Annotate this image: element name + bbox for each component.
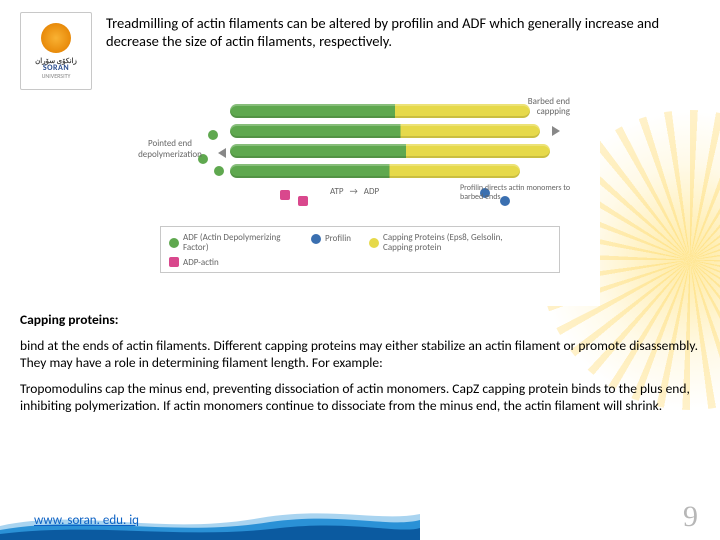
label-capping: cappping bbox=[537, 106, 570, 117]
legend-label-adp: ADP-actin bbox=[183, 257, 219, 268]
label-pointed: Pointed end depolymerization bbox=[120, 138, 220, 160]
footer: www. soran. edu. iq 9 bbox=[0, 502, 720, 540]
arrow-right-icon bbox=[552, 126, 560, 136]
label-pointed-l1: Pointed end bbox=[120, 138, 220, 149]
adf-dot-icon bbox=[214, 166, 224, 176]
paragraph-2: Tropomodulins cap the minus end, prevent… bbox=[20, 381, 700, 415]
label-pointed-l2: depolymerization bbox=[120, 149, 220, 160]
legend-label-profilin: Profilin bbox=[325, 233, 351, 244]
intro-paragraph: Treadmilling of actin filaments can be a… bbox=[106, 12, 700, 50]
filament bbox=[230, 124, 540, 138]
legend: ADF (Actin Depolymerizing Factor) Profil… bbox=[160, 226, 560, 273]
footer-link[interactable]: www. soran. edu. iq bbox=[34, 513, 139, 528]
filament bbox=[230, 104, 530, 118]
legend-swatch-profilin bbox=[311, 234, 321, 244]
filament bbox=[230, 144, 550, 158]
label-profilin-directs: Profilin directs actin monomers to barbe… bbox=[460, 184, 590, 202]
legend-label-adf: ADF (Actin Depolymerizing Factor) bbox=[183, 233, 293, 253]
actin-diagram: Barbed end cappping Pointed end depolyme… bbox=[120, 96, 600, 306]
legend-label-capping: Capping Proteins (Eps8, Gelsolin, Cappin… bbox=[383, 233, 523, 253]
page-number: 9 bbox=[683, 500, 698, 534]
label-atp-adp: ATP → ADP bbox=[330, 186, 379, 197]
filament bbox=[230, 164, 520, 178]
heading-capping: Capping proteins: bbox=[20, 312, 700, 329]
label-adp: ADP bbox=[364, 186, 379, 197]
label-atp: ATP bbox=[330, 186, 344, 197]
adp-dot-icon bbox=[298, 196, 308, 206]
university-logo: زانكۆی سۆران SORAN UNIVERSITY bbox=[20, 12, 92, 90]
paragraph-1: bind at the ends of actin filaments. Dif… bbox=[20, 338, 700, 372]
legend-swatch-capping bbox=[369, 238, 379, 248]
legend-swatch-adf bbox=[169, 238, 179, 248]
logo-text-university: UNIVERSITY bbox=[42, 73, 71, 79]
sun-icon bbox=[41, 23, 71, 53]
legend-swatch-adp bbox=[169, 257, 179, 267]
adp-dot-icon bbox=[280, 190, 290, 200]
